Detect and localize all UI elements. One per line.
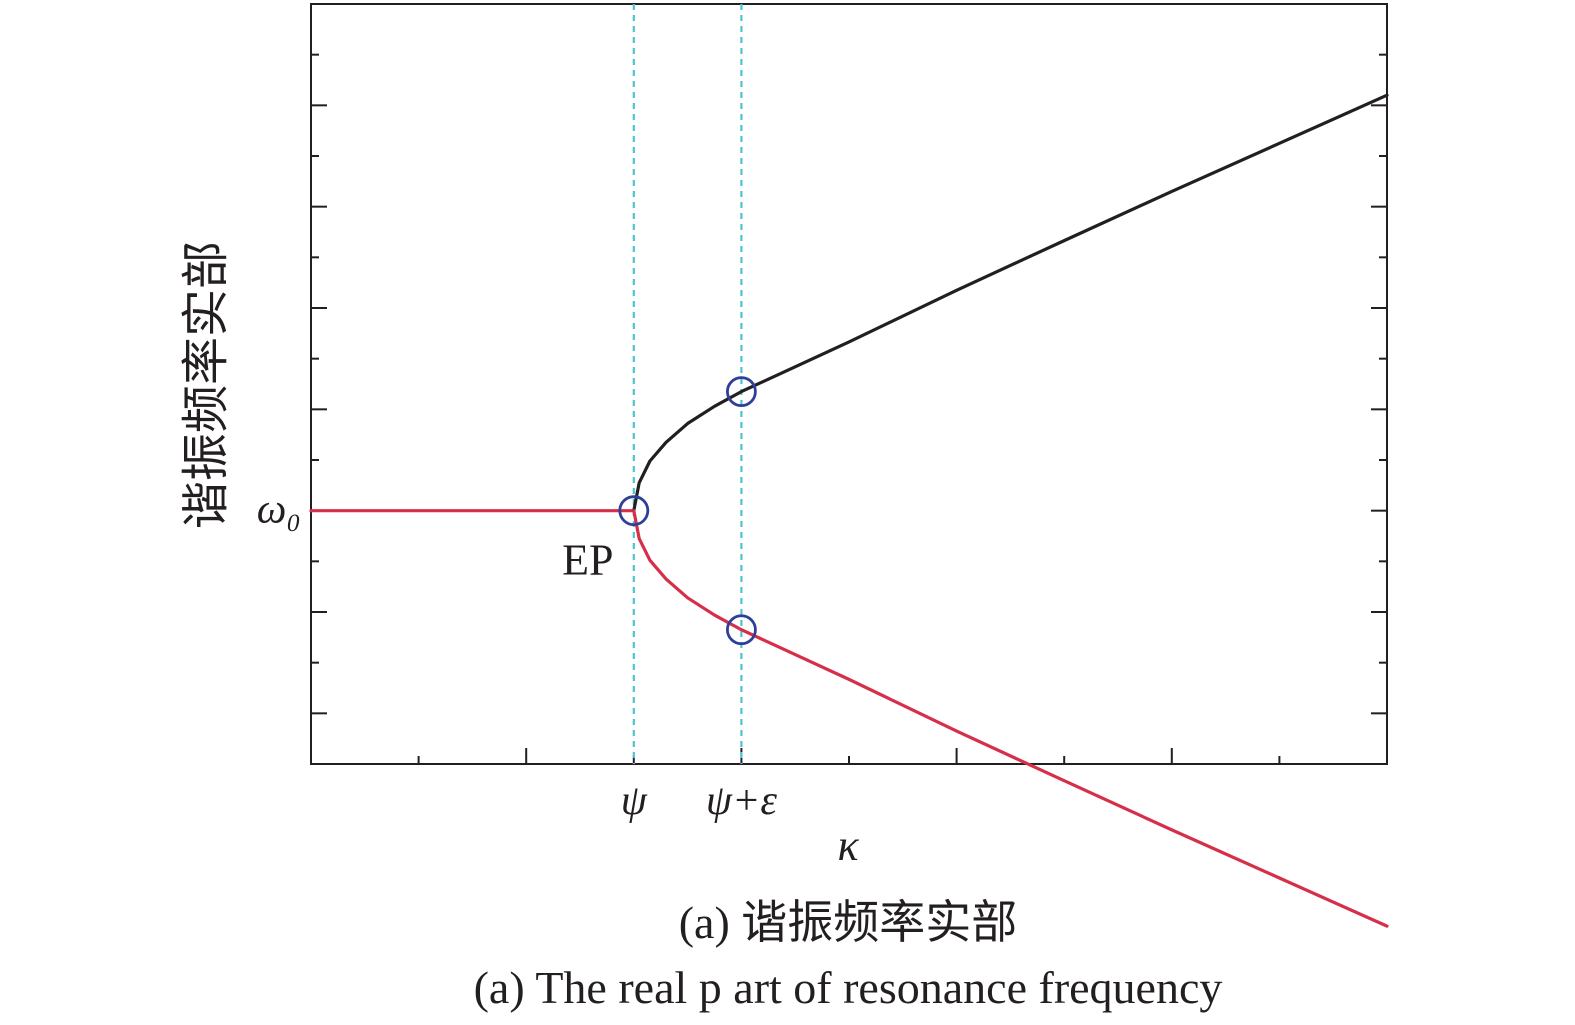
x-tick-label: ψ+ε [706, 778, 777, 824]
caption-cn: (a) 谐振频率实部 [679, 897, 1018, 948]
plot-frame [310, 3, 1388, 765]
x-tick-label: ψ [621, 778, 648, 824]
plot-area: EP ψ ψ+ε ω₀ [257, 3, 1389, 928]
point-marker-circle [618, 495, 650, 527]
point-marker-circle [726, 614, 757, 646]
series-line-3 [632, 509, 1389, 928]
y-tick-label: ω₀ [257, 487, 301, 533]
series-line-2 [632, 93, 1389, 513]
caption-en: (a) The real p art of resonance frequenc… [474, 962, 1223, 1013]
x-axis-label: κ [837, 821, 859, 870]
y-axis-label: 谐振频率实部 [180, 241, 233, 529]
point-marker-circle [726, 376, 757, 408]
ep-annotation: EP [562, 536, 613, 585]
